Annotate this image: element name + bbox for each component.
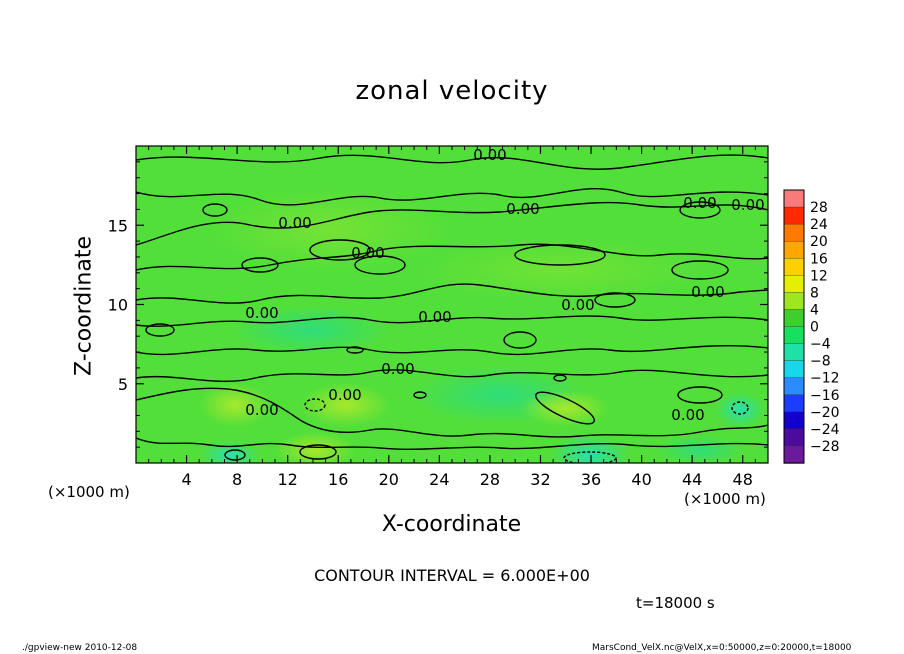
colorbar-label: −28 — [810, 439, 840, 455]
x-tick-label: 36 — [581, 470, 601, 489]
colorbar-label: 16 — [810, 251, 828, 267]
colorbar-swatch — [783, 428, 805, 447]
contour-label: 0.00 — [731, 196, 764, 214]
x-tick-label: 24 — [429, 470, 449, 489]
x-axis-label: X-coordinate — [381, 512, 522, 537]
x-tick-label: 8 — [232, 470, 242, 489]
program-footer: ./gpview-new 2010-12-08 — [22, 643, 138, 653]
x-tick-label: 32 — [530, 470, 550, 489]
contour-label: 0.00 — [473, 146, 506, 164]
contour-interval-note: CONTOUR INTERVAL = 6.000E+00 — [314, 566, 590, 585]
x-tick-label: 28 — [480, 470, 500, 489]
colorbar-swatch — [783, 240, 805, 259]
colorbar-swatch — [783, 377, 805, 396]
contour-label: 0.00 — [561, 296, 594, 314]
x-tick-label: 12 — [278, 470, 298, 489]
chart-title: zonal velocity — [355, 76, 549, 106]
y-axis-label: Z-coordinate — [71, 236, 97, 376]
y-tick-label: 10 — [108, 296, 128, 315]
colorbar-swatch — [783, 360, 805, 379]
contour-label: 0.00 — [381, 360, 414, 378]
y-tick-label: 15 — [108, 216, 128, 235]
contour-label: 0.00 — [245, 304, 278, 322]
contour-label: 0.00 — [278, 214, 311, 232]
x-tick-label: 20 — [379, 470, 399, 489]
colorbar-label: −4 — [810, 337, 831, 353]
x-axis-unit: (×1000 m) — [684, 490, 766, 508]
colorbar-label: 8 — [810, 285, 819, 301]
colorbar-swatch — [783, 445, 805, 464]
colorbar-label: −8 — [810, 354, 831, 370]
colorbar-label: 0 — [810, 320, 819, 336]
colorbar-label: −16 — [810, 388, 840, 404]
time-label: t=18000 s — [636, 594, 715, 612]
heatmap-field — [136, 146, 768, 463]
x-tick-label: 40 — [631, 470, 651, 489]
contour-label: 0.00 — [671, 406, 704, 424]
colorbar-label: 24 — [810, 217, 828, 233]
colorbar-label: 28 — [810, 200, 828, 216]
colorbar-swatch — [783, 258, 805, 277]
colorbar-label: 20 — [810, 234, 828, 250]
colorbar-swatch — [783, 343, 805, 362]
x-axis-ticks: 4 8 12 16 20 24 28 32 36 40 44 48 — [148, 146, 756, 489]
contour-label: 0.00 — [506, 200, 539, 218]
y-axis-ticks: 5 10 15 — [108, 161, 768, 448]
colorbar-swatch — [783, 394, 805, 413]
colorbar-swatch — [783, 275, 805, 294]
x-tick-label: 4 — [181, 470, 191, 489]
colorbar-swatch — [783, 326, 805, 345]
colorbar-swatch — [783, 292, 805, 311]
contour-label: 0.00 — [328, 386, 361, 404]
colorbar-label: −12 — [810, 371, 840, 387]
x-tick-label: 48 — [733, 470, 753, 489]
contour-label: 0.00 — [245, 401, 278, 419]
colorbar-label: 4 — [810, 302, 819, 318]
colorbar-swatch — [783, 206, 805, 225]
colorbar-swatch — [783, 223, 805, 242]
contour-labels: 0.00 0.00 0.00 0.00 0.00 0.00 0.00 0.00 0.00 0.00… — [245, 146, 764, 424]
contour-lines — [136, 154, 768, 463]
colorbar-swatch — [783, 309, 805, 328]
y-axis-unit: (×1000 m) — [48, 483, 130, 501]
colorbar-label: −24 — [810, 422, 840, 438]
colorbar-label: −20 — [810, 405, 840, 421]
colorbar-swatch — [783, 189, 805, 208]
colorbar-swatch — [783, 411, 805, 430]
contour-label: 0.00 — [418, 308, 451, 326]
contour-label: 0.00 — [691, 283, 724, 301]
contour-label: 0.00 — [683, 194, 716, 212]
contour-label: 0.00 — [351, 244, 384, 262]
source-footer: MarsCond_VelX.nc@VelX,x=0:50000,z=0:2000… — [592, 643, 852, 653]
x-tick-label: 16 — [328, 470, 348, 489]
y-tick-label: 5 — [118, 375, 128, 394]
colorbar-frame — [783, 189, 805, 464]
colorbar-label: 12 — [810, 268, 828, 284]
x-tick-label: 44 — [682, 470, 702, 489]
